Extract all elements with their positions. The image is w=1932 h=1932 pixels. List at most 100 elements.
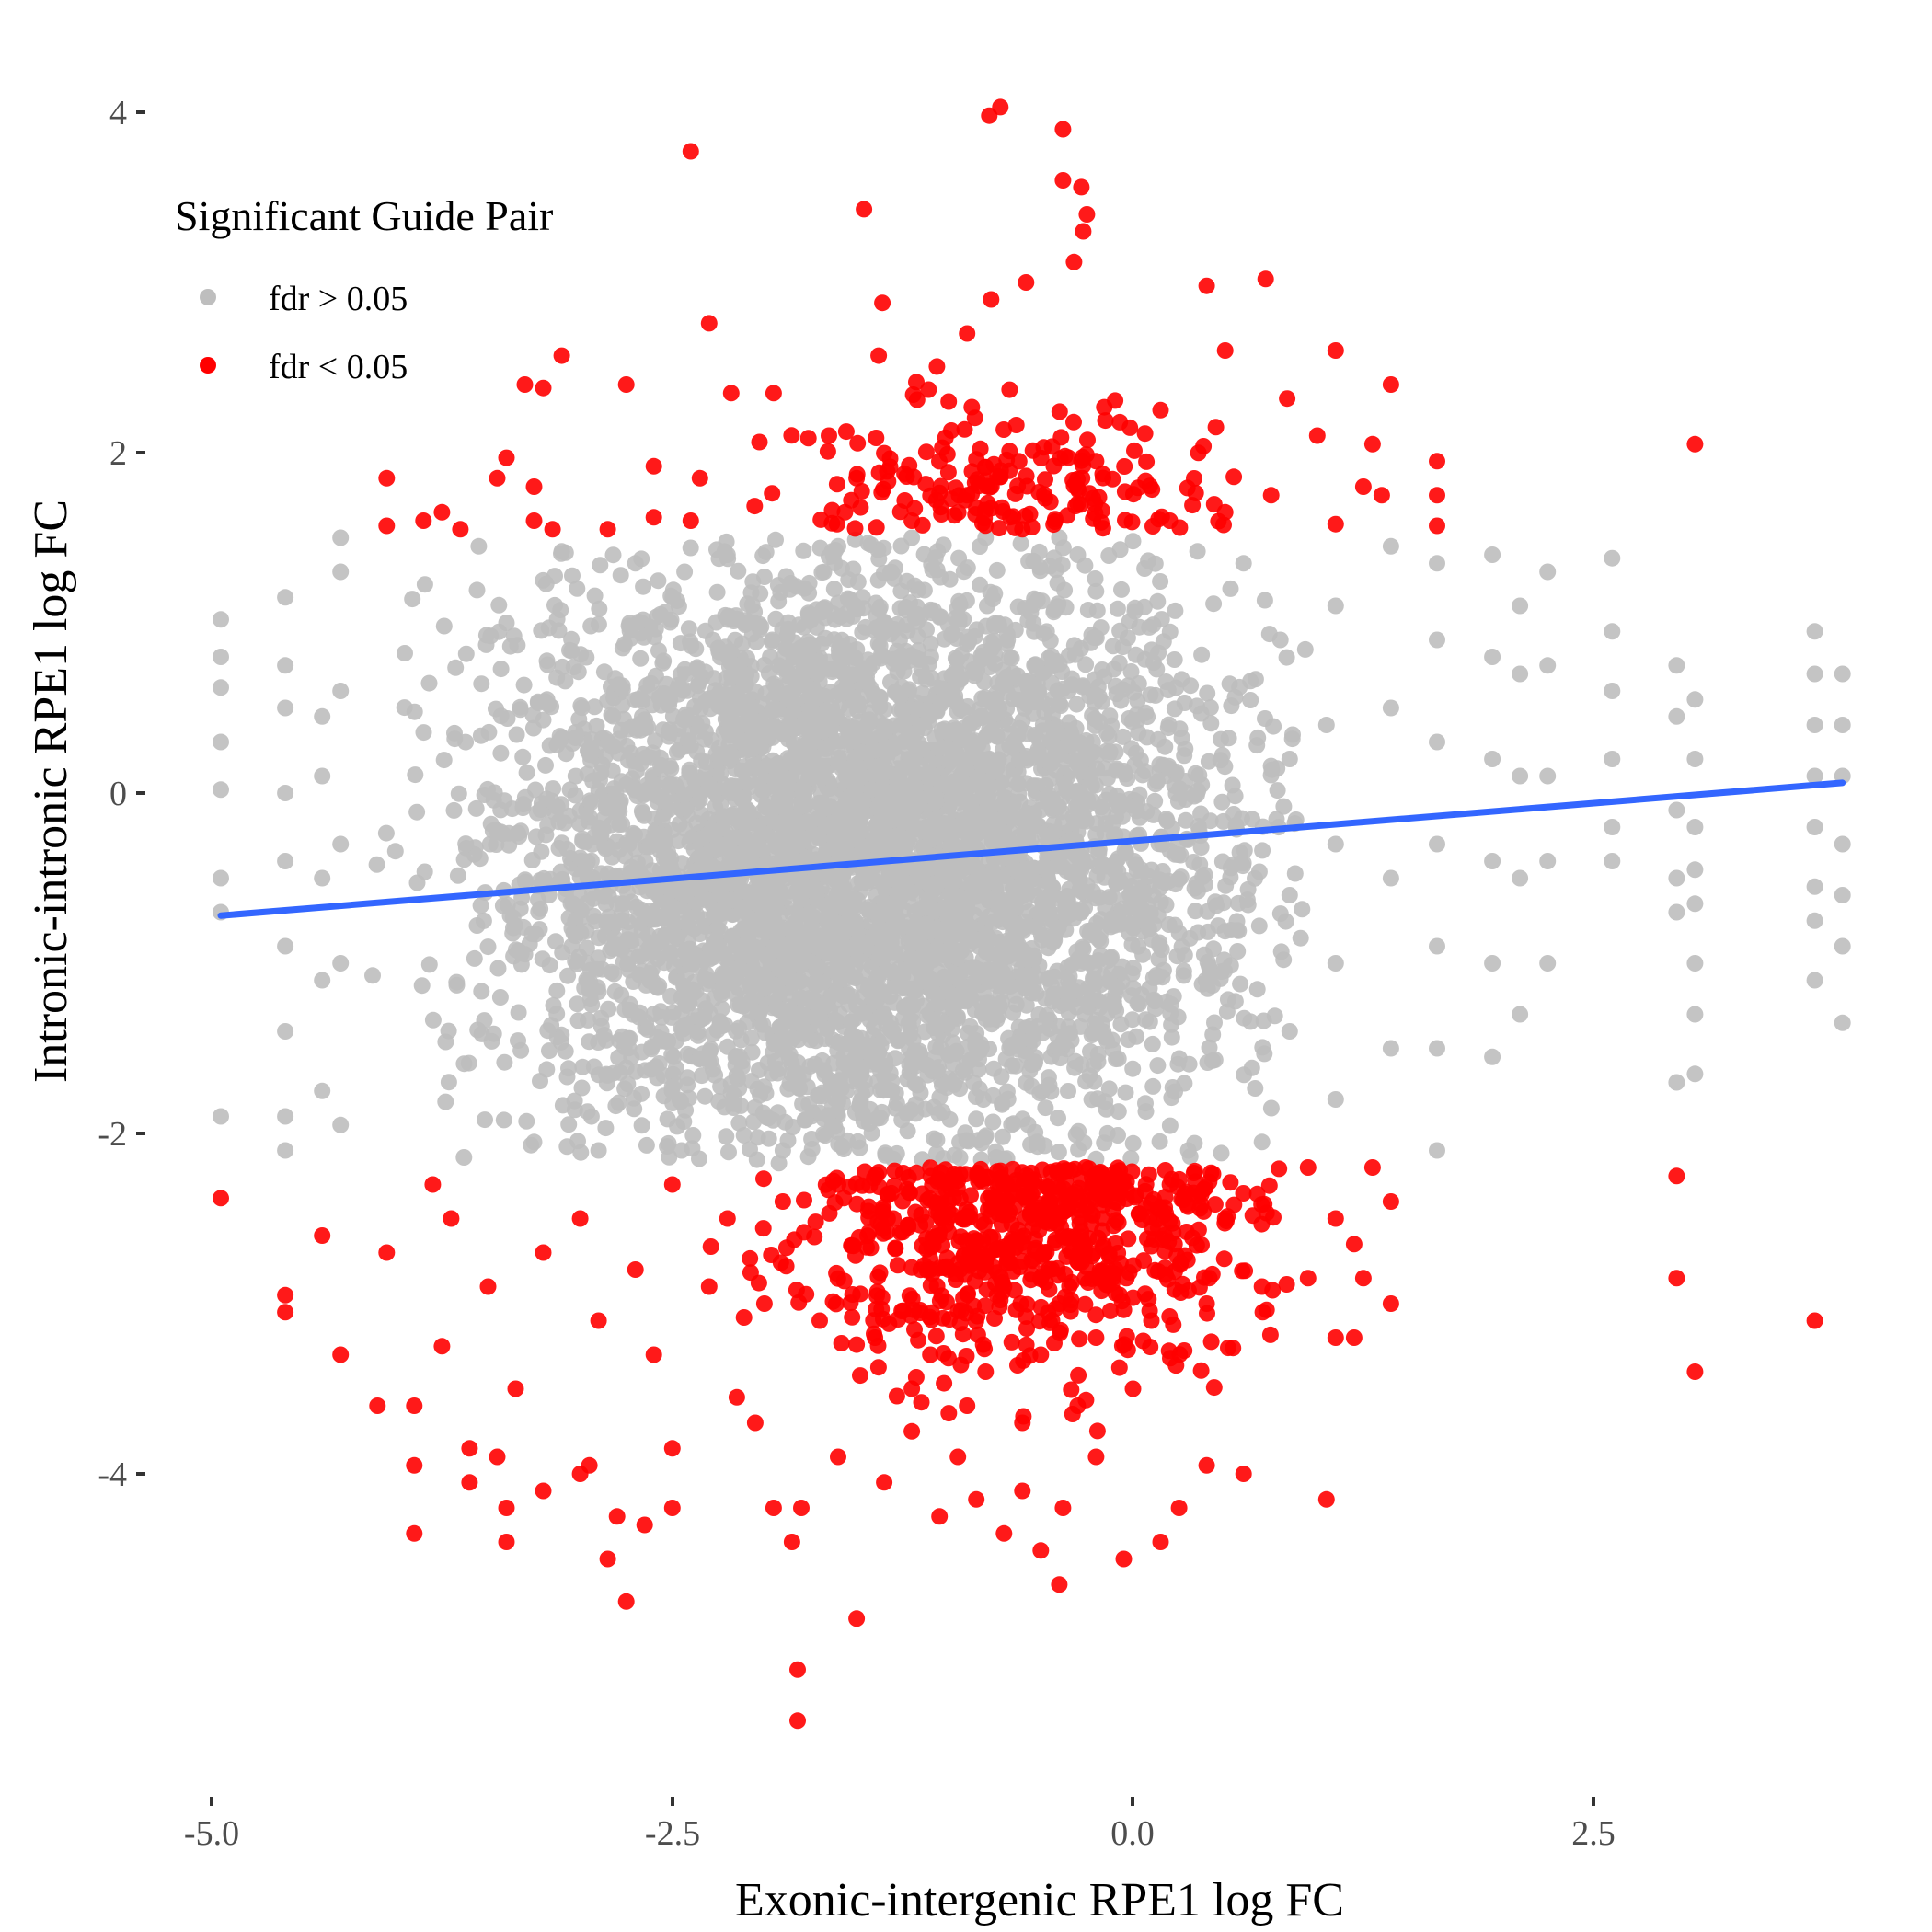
point-fdr-above-0.05 xyxy=(1087,570,1104,587)
point-fdr-above-0.05 xyxy=(1250,917,1268,935)
point-fdr-above-0.05 xyxy=(834,987,852,1005)
point-fdr-above-0.05 xyxy=(505,948,523,965)
point-fdr-above-0.05 xyxy=(986,585,1004,603)
point-fdr-above-0.05 xyxy=(570,710,588,728)
point-fdr-above-0.05 xyxy=(837,684,855,701)
point-fdr-above-0.05 xyxy=(1269,782,1286,799)
point-fdr-above-0.05 xyxy=(787,719,804,737)
point-fdr-above-0.05 xyxy=(1098,1100,1115,1118)
point-fdr-above-0.05 xyxy=(524,707,542,724)
point-fdr-above-0.05 xyxy=(548,611,566,628)
point-fdr-above-0.05 xyxy=(420,674,438,692)
point-fdr-above-0.05 xyxy=(539,817,557,834)
point-fdr-above-0.05 xyxy=(1242,692,1259,708)
point-fdr-above-0.05 xyxy=(466,949,483,967)
point-fdr-above-0.05 xyxy=(748,834,765,852)
point-fdr-above-0.05 xyxy=(1180,1055,1198,1073)
point-fdr-above-0.05 xyxy=(852,822,869,840)
point-fdr-above-0.05 xyxy=(449,867,466,884)
point-fdr-above-0.05 xyxy=(809,652,826,670)
point-fdr-above-0.05 xyxy=(805,908,822,926)
point-fdr-above-0.05 xyxy=(895,662,913,680)
point-fdr-above-0.05 xyxy=(1169,846,1187,864)
point-fdr-above-0.05 xyxy=(955,890,972,907)
point-fdr-above-0.05 xyxy=(569,1012,587,1029)
point-fdr-above-0.05 xyxy=(708,583,726,601)
point-fdr-above-0.05 xyxy=(680,620,697,638)
point-fdr-above-0.05 xyxy=(903,932,920,949)
point-fdr-above-0.05 xyxy=(671,815,688,833)
point-fdr-above-0.05 xyxy=(457,835,475,853)
point-fdr-above-0.05 xyxy=(984,1113,1002,1131)
point-fdr-above-0.05 xyxy=(718,1128,735,1145)
point-fdr-above-0.05 xyxy=(1052,1050,1069,1067)
point-fdr-above-0.05 xyxy=(1156,738,1174,755)
point-fdr-above-0.05 xyxy=(1048,857,1065,875)
point-fdr-above-0.05 xyxy=(1105,661,1122,678)
point-fdr-above-0.05 xyxy=(757,720,775,738)
point-fdr-above-0.05 xyxy=(1049,962,1066,980)
point-fdr-above-0.05 xyxy=(951,1080,969,1098)
point-fdr-above-0.05 xyxy=(805,691,822,708)
point-fdr-above-0.05 xyxy=(585,890,603,907)
point-fdr-above-0.05 xyxy=(1010,684,1028,701)
point-fdr-above-0.05 xyxy=(838,914,856,930)
point-fdr-above-0.05 xyxy=(914,972,932,990)
point-fdr-above-0.05 xyxy=(563,937,581,955)
point-fdr-above-0.05 xyxy=(508,726,525,743)
point-fdr-above-0.05 xyxy=(515,676,533,694)
point-fdr-above-0.05 xyxy=(783,1055,800,1073)
point-fdr-above-0.05 xyxy=(483,1032,500,1050)
point-fdr-above-0.05 xyxy=(1155,961,1172,979)
point-fdr-above-0.05 xyxy=(725,1099,742,1116)
point-fdr-above-0.05 xyxy=(533,622,550,639)
point-fdr-above-0.05 xyxy=(831,832,848,849)
point-fdr-above-0.05 xyxy=(1088,867,1106,884)
point-fdr-above-0.05 xyxy=(949,907,966,925)
point-fdr-above-0.05 xyxy=(790,1080,808,1098)
point-fdr-above-0.05 xyxy=(1022,604,1040,621)
point-fdr-above-0.05 xyxy=(690,673,707,691)
point-fdr-above-0.05 xyxy=(1213,1144,1230,1162)
point-fdr-above-0.05 xyxy=(1283,730,1301,748)
point-fdr-above-0.05 xyxy=(1127,646,1144,663)
point-fdr-above-0.05 xyxy=(1113,581,1130,598)
point-fdr-above-0.05 xyxy=(1029,684,1047,701)
point-fdr-above-0.05 xyxy=(948,661,964,679)
point-fdr-above-0.05 xyxy=(824,1031,842,1049)
point-fdr-above-0.05 xyxy=(627,692,644,708)
point-fdr-above-0.05 xyxy=(445,801,463,819)
point-fdr-above-0.05 xyxy=(1109,760,1125,777)
point-fdr-above-0.05 xyxy=(581,792,599,810)
point-fdr-above-0.05 xyxy=(744,573,762,591)
point-fdr-above-0.05 xyxy=(1004,1057,1021,1075)
point-fdr-above-0.05 xyxy=(662,897,680,914)
point-fdr-above-0.05 xyxy=(1207,893,1224,911)
point-fdr-above-0.05 xyxy=(1223,697,1240,715)
point-fdr-above-0.05 xyxy=(851,1139,868,1156)
point-fdr-above-0.05 xyxy=(673,1093,690,1110)
point-fdr-above-0.05 xyxy=(644,972,661,990)
point-fdr-above-0.05 xyxy=(1149,1057,1167,1075)
point-fdr-above-0.05 xyxy=(1256,592,1273,609)
point-fdr-above-0.05 xyxy=(779,1017,797,1034)
point-fdr-above-0.05 xyxy=(845,607,862,625)
point-fdr-above-0.05 xyxy=(905,884,923,902)
point-fdr-above-0.05 xyxy=(772,764,789,781)
point-fdr-above-0.05 xyxy=(675,710,693,728)
point-fdr-above-0.05 xyxy=(554,1097,571,1114)
point-fdr-above-0.05 xyxy=(1137,1103,1155,1121)
point-fdr-above-0.05 xyxy=(872,1081,890,1098)
point-fdr-above-0.05 xyxy=(742,1029,760,1047)
point-fdr-above-0.05 xyxy=(811,1087,828,1105)
point-fdr-above-0.05 xyxy=(1025,705,1041,722)
point-fdr-above-0.05 xyxy=(632,650,650,667)
point-fdr-above-0.05 xyxy=(1106,998,1123,1016)
point-fdr-above-0.05 xyxy=(600,1000,617,1018)
point-fdr-above-0.05 xyxy=(368,856,385,873)
point-fdr-above-0.05 xyxy=(1124,1134,1142,1152)
point-fdr-above-0.05 xyxy=(943,790,960,807)
point-fdr-above-0.05 xyxy=(1120,1031,1137,1049)
point-fdr-above-0.05 xyxy=(492,661,510,678)
